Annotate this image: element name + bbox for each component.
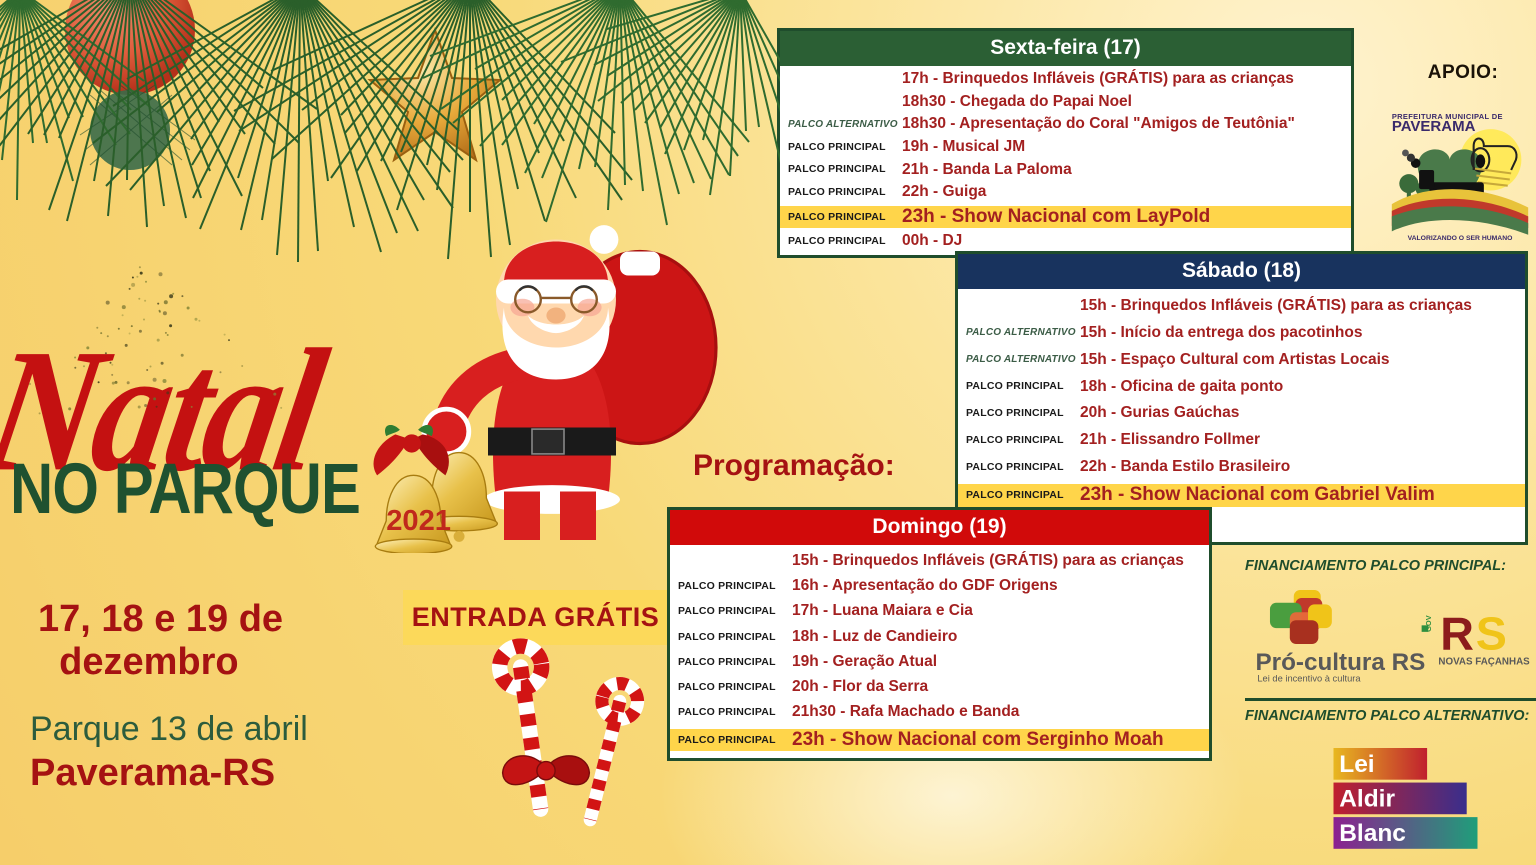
svg-text:Lei de incentivo à cultura: Lei de incentivo à cultura bbox=[1257, 673, 1361, 683]
svg-text:Pró-cultura RS: Pró-cultura RS bbox=[1256, 649, 1426, 676]
svg-text:VALORIZANDO O SER HUMANO: VALORIZANDO O SER HUMANO bbox=[1408, 235, 1513, 242]
svg-text:2021: 2021 bbox=[386, 505, 451, 537]
svg-text:S: S bbox=[1476, 608, 1507, 660]
svg-text:NOVAS FAÇANHAS: NOVAS FAÇANHAS bbox=[1438, 657, 1530, 668]
svg-text:Blanc: Blanc bbox=[1339, 820, 1406, 847]
svg-text:GOV: GOV bbox=[1424, 615, 1433, 632]
svg-text:Aldir: Aldir bbox=[1339, 785, 1395, 812]
svg-text:R: R bbox=[1440, 608, 1474, 660]
svg-text:Lei: Lei bbox=[1339, 751, 1374, 778]
svg-text:PAVERAMA: PAVERAMA bbox=[1392, 118, 1476, 135]
